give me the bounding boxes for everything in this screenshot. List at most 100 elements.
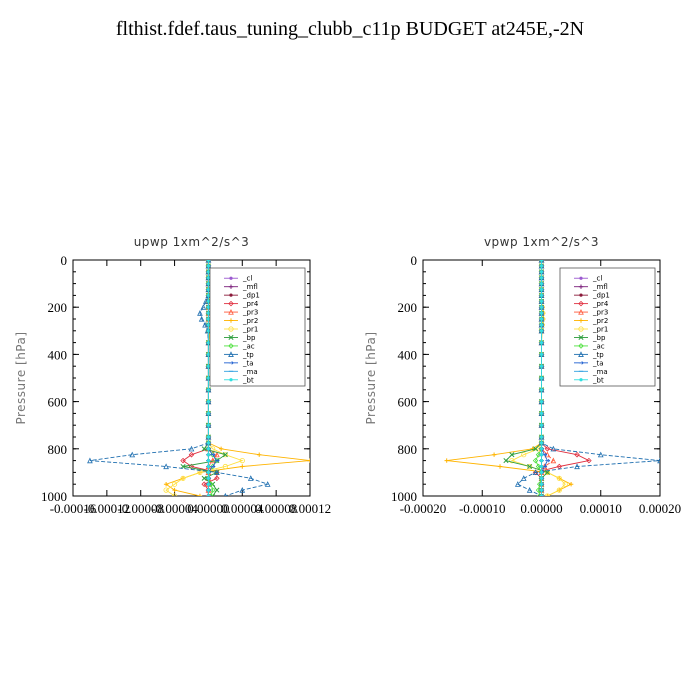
data-point xyxy=(198,315,205,322)
legend-label: _bp xyxy=(242,334,256,342)
data-point xyxy=(539,329,544,333)
page-title: flthist.fdef.taus_tuning_clubb_c11p BUDG… xyxy=(115,18,585,40)
data-point xyxy=(539,441,544,445)
y-tick-label: 0 xyxy=(411,253,418,268)
data-point xyxy=(526,487,533,493)
data-point xyxy=(214,451,220,458)
legend: _cl_mfl_dp1_pr4_pr3_pr2_pr1_bp_ac_tp_ta_… xyxy=(559,267,656,387)
series-line xyxy=(510,260,566,496)
legend-item-pr3: _pr3 xyxy=(224,309,258,317)
legend-label: _cl xyxy=(242,275,252,283)
legend-marker xyxy=(228,300,234,307)
data-point xyxy=(539,411,544,415)
data-point xyxy=(539,341,544,345)
plot-area xyxy=(87,260,310,496)
data-point xyxy=(544,446,551,452)
legend-marker xyxy=(229,276,233,280)
data-point xyxy=(556,487,562,493)
legend-marker xyxy=(228,351,234,357)
data-point xyxy=(206,447,211,451)
legend-item-mfl: _mfl xyxy=(224,283,258,291)
data-point xyxy=(206,276,211,280)
legend-item-tp: _tp xyxy=(224,351,254,359)
data-point xyxy=(206,459,211,463)
legend-item-pr2: _pr2 xyxy=(574,317,608,325)
data-point xyxy=(214,487,220,493)
data-point xyxy=(200,304,207,310)
data-point xyxy=(206,329,211,333)
legend-label: _ma xyxy=(242,368,258,376)
legend-item-pr1: _pr1 xyxy=(224,326,258,334)
legend-label: _pr2 xyxy=(242,317,258,325)
legend-item-pr3: _pr3 xyxy=(574,309,608,317)
data-point xyxy=(214,458,220,463)
legend-label: _dp1 xyxy=(242,292,260,300)
y-tick-label: 200 xyxy=(398,300,418,315)
data-point xyxy=(503,458,509,464)
data-point xyxy=(539,488,544,492)
data-point xyxy=(206,341,211,345)
data-point xyxy=(197,493,203,496)
data-point xyxy=(539,388,544,392)
data-point xyxy=(539,423,544,427)
data-point xyxy=(240,464,245,469)
data-point xyxy=(206,488,211,492)
legend-label: _ac xyxy=(592,342,605,350)
data-point xyxy=(657,457,660,464)
data-point xyxy=(206,376,211,380)
data-point xyxy=(539,494,544,496)
legend-marker xyxy=(578,318,584,323)
data-point xyxy=(509,457,515,464)
series-bt xyxy=(539,260,544,496)
y-axis-label: Pressure [hPa] xyxy=(364,331,378,424)
x-tick-label: -0.00016 xyxy=(50,501,97,516)
data-point xyxy=(218,446,224,451)
data-point xyxy=(539,453,544,457)
data-point xyxy=(562,481,568,487)
data-point xyxy=(206,323,211,327)
data-point xyxy=(206,293,211,297)
data-point xyxy=(556,475,562,481)
data-point xyxy=(539,323,544,327)
chart-title: upwp 1xm^2/s^3 xyxy=(134,235,250,249)
data-point xyxy=(509,452,515,458)
legend-marker xyxy=(579,378,583,382)
data-point xyxy=(210,452,216,457)
data-point xyxy=(171,493,178,496)
legend-item-ac: _ac xyxy=(224,342,255,350)
x-tick-label: 0.00012 xyxy=(289,501,331,516)
data-point xyxy=(539,282,544,286)
data-point xyxy=(520,475,527,481)
legend-label: _tp xyxy=(592,351,604,359)
data-point xyxy=(574,451,580,458)
data-point xyxy=(539,305,544,309)
legend-item-bt: _bt xyxy=(224,376,254,384)
data-point xyxy=(222,463,228,470)
legend-label: _pr3 xyxy=(592,309,608,317)
data-point xyxy=(539,293,544,297)
legend-item-ac: _ac xyxy=(574,342,605,350)
legend-marker xyxy=(578,334,584,341)
legend-marker xyxy=(228,318,234,323)
chart-panel-2: vpwp 1xm^2/s^3 Pressure [hPa] 0 200 400 600 80… xyxy=(364,235,681,516)
legend-item-bp: _bp xyxy=(574,334,606,342)
data-point xyxy=(247,475,254,481)
data-point xyxy=(544,469,551,475)
data-point xyxy=(539,470,544,474)
legend-marker xyxy=(228,308,234,315)
legend-label: _pr4 xyxy=(242,300,259,308)
legend-label: _pr1 xyxy=(242,326,258,334)
legend-label: _ac xyxy=(242,342,255,350)
legend-label: _bt xyxy=(242,376,254,384)
y-axis-label: Pressure [hPa] xyxy=(14,331,28,424)
data-point xyxy=(209,487,216,493)
data-point xyxy=(214,475,220,482)
legend-label: _pr1 xyxy=(592,326,608,334)
data-point xyxy=(521,452,527,458)
legend-marker xyxy=(228,284,234,289)
data-point xyxy=(527,463,533,470)
legend: _cl_mfl_dp1_pr4_pr3_pr2_pr1_bp_ac_tp_ta_… xyxy=(209,267,306,387)
legend-label: _pr3 xyxy=(242,309,258,317)
x-tick-label: -0.00012 xyxy=(84,501,131,516)
data-point xyxy=(539,400,544,404)
